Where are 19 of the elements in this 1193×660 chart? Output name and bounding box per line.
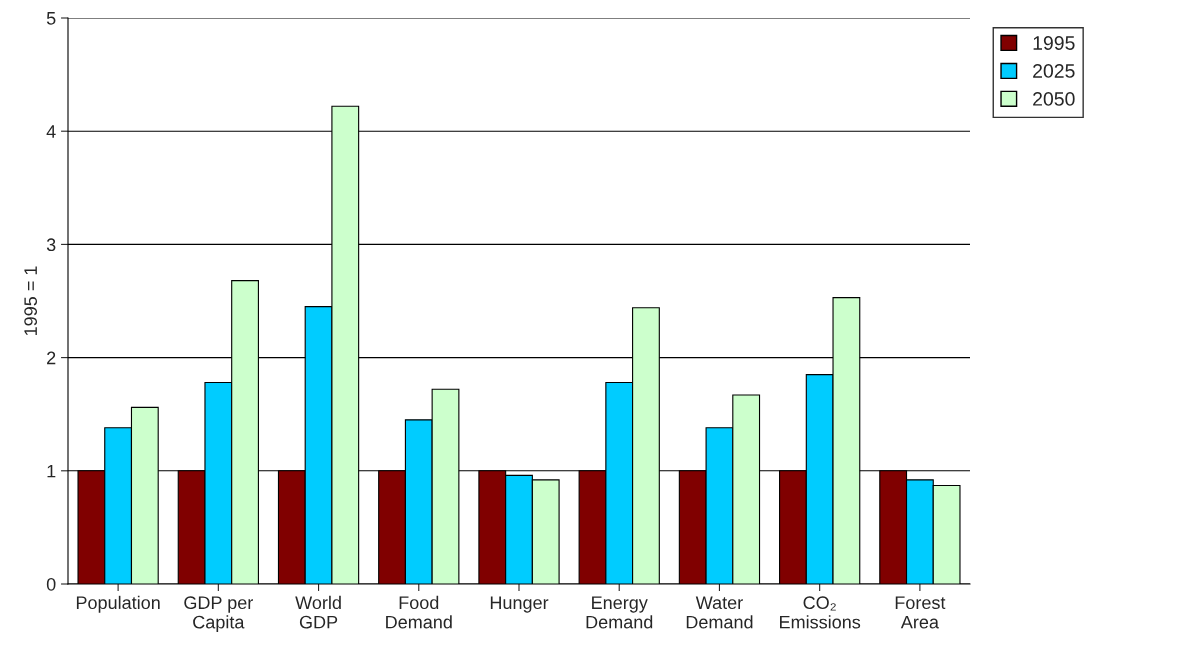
- x-tick-label: World GDP: [295, 595, 341, 629]
- x-tick-label: Food Demand: [386, 595, 452, 629]
- y-tick-label: 3: [46, 238, 56, 252]
- x-tick-label: Energy Demand: [586, 596, 653, 629]
- x-tick-label: Water Demand: [686, 596, 753, 629]
- legend-label: 2025: [1033, 64, 1075, 78]
- y-axis-title: 1995 = 1: [24, 266, 38, 336]
- y-tick-label: 2: [47, 351, 56, 365]
- legend-label: 2050: [1033, 92, 1075, 106]
- x-tick-label: Forest Area: [895, 596, 946, 629]
- y-tick-label: 1: [47, 464, 56, 478]
- y-tick-label: 5: [46, 12, 56, 25]
- legend-label: 1995: [1033, 36, 1075, 50]
- x-tick-label: GDP per Capita: [184, 596, 253, 633]
- x-tick-label: Population: [76, 595, 160, 613]
- y-tick-label: 0: [46, 577, 56, 591]
- x-tick-label: CO₂ Emissions: [780, 596, 861, 629]
- y-tick-label: 4: [46, 125, 56, 138]
- x-tick-label: Hunger: [490, 596, 549, 613]
